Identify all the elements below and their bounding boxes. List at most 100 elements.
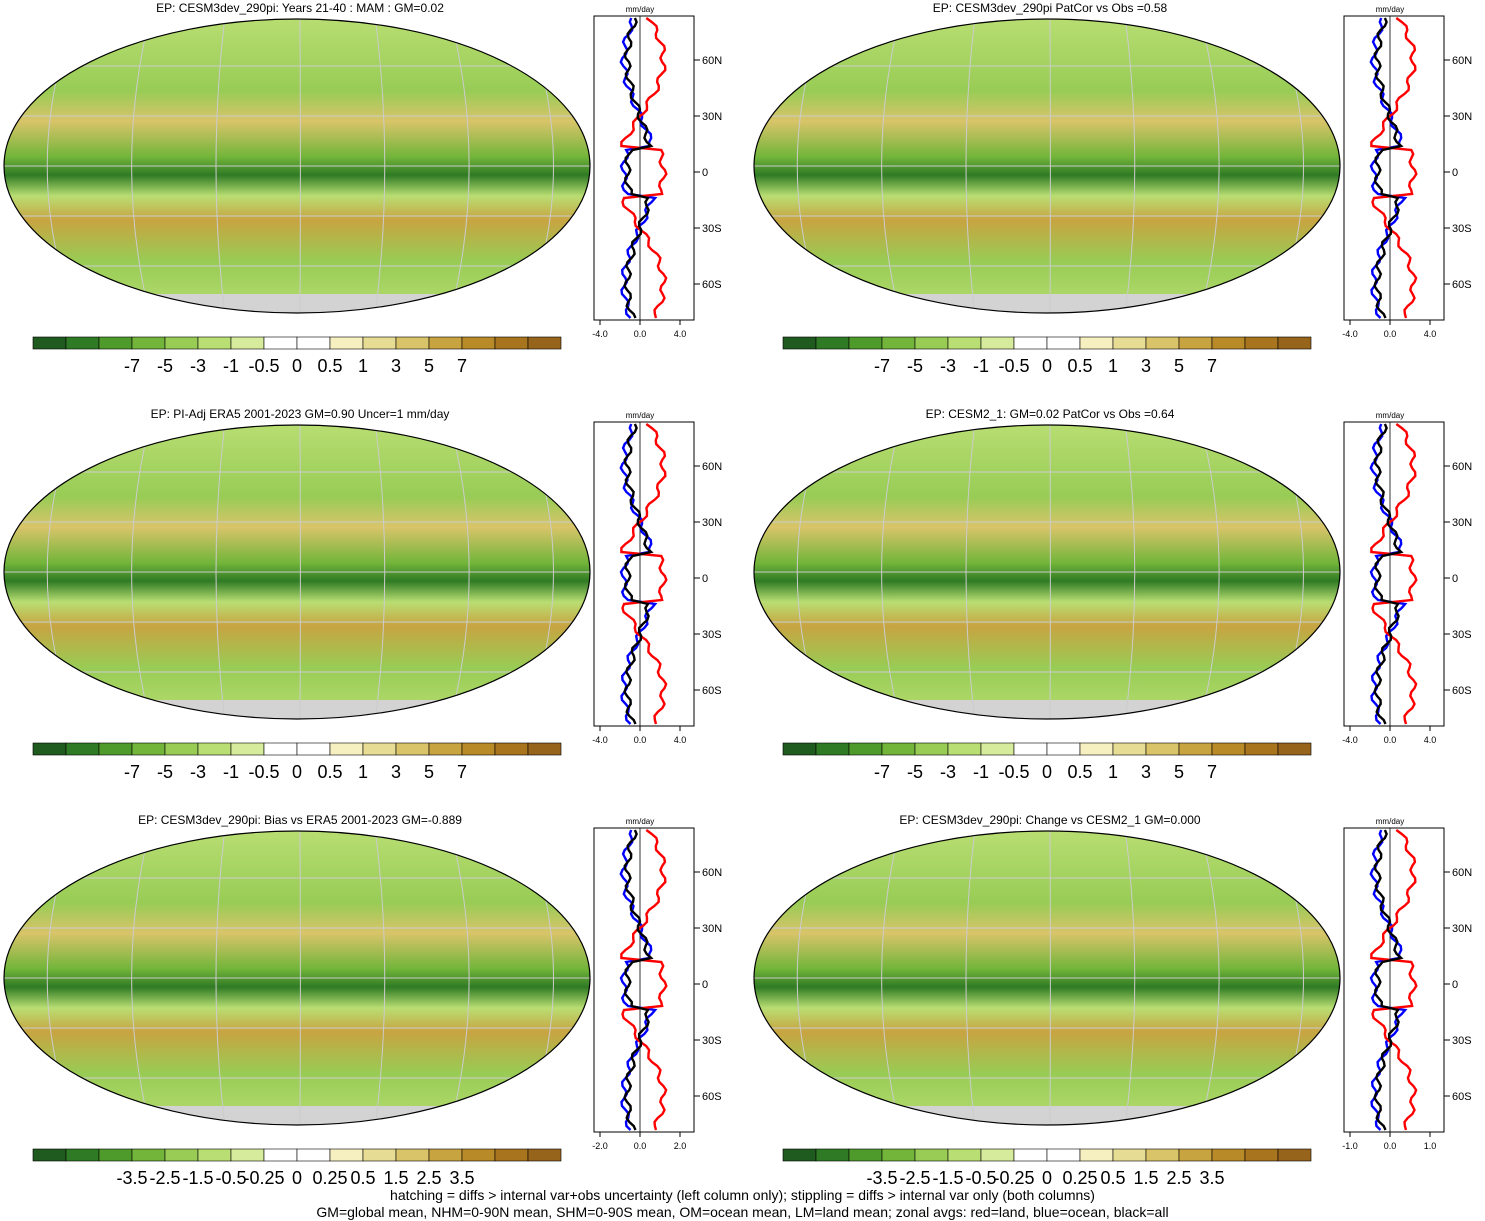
- colorbar-swatch: [494, 1148, 529, 1162]
- colorbar-swatch: [980, 336, 1015, 350]
- zonal-lat-tick: 30S: [702, 629, 722, 641]
- zonal-value-tick: -2.0: [592, 1141, 608, 1151]
- colorbar-label: 7: [1206, 762, 1218, 782]
- colorbar-swatch: [782, 336, 817, 350]
- footer-line-2: GM=global mean, NHM=0-90N mean, SHM=0-90…: [316, 1204, 1169, 1220]
- colorbar-label: 3: [1140, 356, 1152, 376]
- colorbar-swatch: [1079, 742, 1114, 756]
- colorbar-swatch: [1046, 1148, 1081, 1162]
- colorbar-swatch: [65, 1148, 100, 1162]
- colorbar-swatch: [362, 1148, 397, 1162]
- colorbar-swatch: [362, 742, 397, 756]
- map-outline: [3, 18, 591, 314]
- zonal-mean-plot: mm/day 60N 30N 0 30S 60S -4.0 0.0 4.0: [592, 5, 722, 339]
- colorbar-swatch: [131, 1148, 166, 1162]
- map-outline: [753, 424, 1341, 720]
- colorbar-label: -3: [189, 356, 207, 376]
- colorbar-swatch: [914, 336, 949, 350]
- colorbar-swatch: [230, 336, 265, 350]
- colorbar-swatch: [428, 742, 463, 756]
- global-map: [753, 424, 1341, 720]
- panel-4: EP: CESM2_1: GM=0.02 PatCor vs Obs =0.64…: [750, 406, 1485, 812]
- zonal-lat-tick: 60S: [1452, 685, 1472, 697]
- zonal-value-tick: 0.0: [634, 735, 647, 745]
- colorbar-swatch: [1178, 742, 1213, 756]
- colorbar-label: 0: [1041, 1168, 1053, 1188]
- zonal-unit-label: mm/day: [1376, 817, 1404, 826]
- zonal-value-tick: 4.0: [1424, 329, 1437, 339]
- panel-2: EP: CESM3dev_290pi PatCor vs Obs =0.58 mm…: [750, 0, 1485, 406]
- zonal-value-tick: 0.0: [1384, 735, 1397, 745]
- zonal-lat-tick: 30N: [1452, 111, 1472, 123]
- colorbar-swatch: [1046, 336, 1081, 350]
- zonal-curve-all: [1373, 17, 1404, 319]
- zonal-curve-land: [1370, 829, 1418, 1131]
- colorbar-swatch: [362, 336, 397, 350]
- colorbar-swatch: [947, 1148, 982, 1162]
- colorbar-swatch: [1277, 742, 1312, 756]
- zonal-curve-land: [620, 423, 668, 725]
- colorbar-label: -0.5: [248, 762, 280, 782]
- colorbar-label: 0: [291, 762, 303, 782]
- zonal-lat-tick: 0: [1452, 167, 1458, 179]
- colorbar: [32, 336, 562, 350]
- colorbar-labels: -3.5 -2.5 -1.5 -0.5 -0.25 0 0.25 0.5 1.5 2.5 3.5: [782, 1168, 1310, 1192]
- zonal-mean-plot: mm/day 60N 30N 0 30S 60S -2.0 0.0 2.0: [592, 817, 722, 1151]
- zonal-curve-ocean: [1369, 829, 1408, 1131]
- zonal-lat-tick: 60N: [1452, 55, 1472, 67]
- colorbar-label: -1.5: [182, 1168, 214, 1188]
- colorbar-labels: -7 -5 -3 -1 -0.5 0 0.5 1 3 5 7: [782, 356, 1310, 380]
- colorbar-swatch: [461, 336, 496, 350]
- zonal-value-tick: -1.0: [1342, 1141, 1358, 1151]
- colorbar-swatch: [881, 336, 916, 350]
- zonal-curve-ocean: [1369, 17, 1408, 319]
- colorbar-swatch: [296, 1148, 331, 1162]
- colorbar-swatch: [815, 1148, 850, 1162]
- zonal-value-tick: 2.0: [674, 1141, 687, 1151]
- zonal-curve-land: [620, 17, 668, 319]
- colorbar-swatch: [164, 742, 199, 756]
- zonal-lat-tick: 30S: [1452, 223, 1472, 235]
- zonal-lat-tick: 60S: [702, 1091, 722, 1103]
- colorbar-swatch: [1046, 742, 1081, 756]
- colorbar-label: -3.5: [866, 1168, 898, 1188]
- zonal-value-tick: 1.0: [1424, 1141, 1437, 1151]
- colorbar-label: 0.5: [1100, 1168, 1126, 1188]
- colorbar-swatch: [881, 742, 916, 756]
- colorbar-label: -0.5: [248, 356, 280, 376]
- colorbar-swatch: [461, 742, 496, 756]
- colorbar-labels: -7 -5 -3 -1 -0.5 0 0.5 1 3 5 7: [782, 762, 1310, 786]
- colorbar-swatch: [32, 336, 67, 350]
- colorbar-swatch: [164, 336, 199, 350]
- colorbar-label: 7: [456, 762, 468, 782]
- zonal-curve-ocean: [619, 829, 658, 1131]
- colorbar-swatch: [263, 742, 298, 756]
- zonal-mean-plot: mm/day 60N 30N 0 30S 60S -1.0 0.0 1.0: [1342, 817, 1472, 1151]
- zonal-unit-label: mm/day: [626, 5, 654, 14]
- zonal-unit-label: mm/day: [1376, 411, 1404, 420]
- colorbar-label: 0.5: [317, 762, 343, 782]
- colorbar-swatch: [65, 742, 100, 756]
- colorbar-label: 1: [357, 356, 369, 376]
- panel-6: EP: CESM3dev_290pi: Change vs CESM2_1 GM…: [750, 812, 1485, 1218]
- colorbar-label: 0: [291, 356, 303, 376]
- colorbar-label: 0.5: [1067, 356, 1093, 376]
- colorbar-swatch: [947, 336, 982, 350]
- colorbar-swatch: [461, 1148, 496, 1162]
- colorbar-swatch: [395, 336, 430, 350]
- global-map: [753, 830, 1341, 1126]
- colorbar-label: 0: [1041, 356, 1053, 376]
- colorbar-label: 1: [1107, 356, 1119, 376]
- colorbar-label: -5: [156, 762, 174, 782]
- colorbar-swatch: [1244, 1148, 1279, 1162]
- colorbar-swatch: [1145, 336, 1180, 350]
- colorbar-swatch: [527, 742, 562, 756]
- colorbar-swatch: [848, 336, 883, 350]
- colorbar-swatch: [32, 742, 67, 756]
- colorbar-label: -5: [156, 356, 174, 376]
- colorbar-label: -1: [222, 356, 240, 376]
- zonal-unit-label: mm/day: [1376, 5, 1404, 14]
- colorbar-swatch: [98, 336, 133, 350]
- colorbar-label: -3: [939, 762, 957, 782]
- zonal-lat-tick: 0: [1452, 573, 1458, 585]
